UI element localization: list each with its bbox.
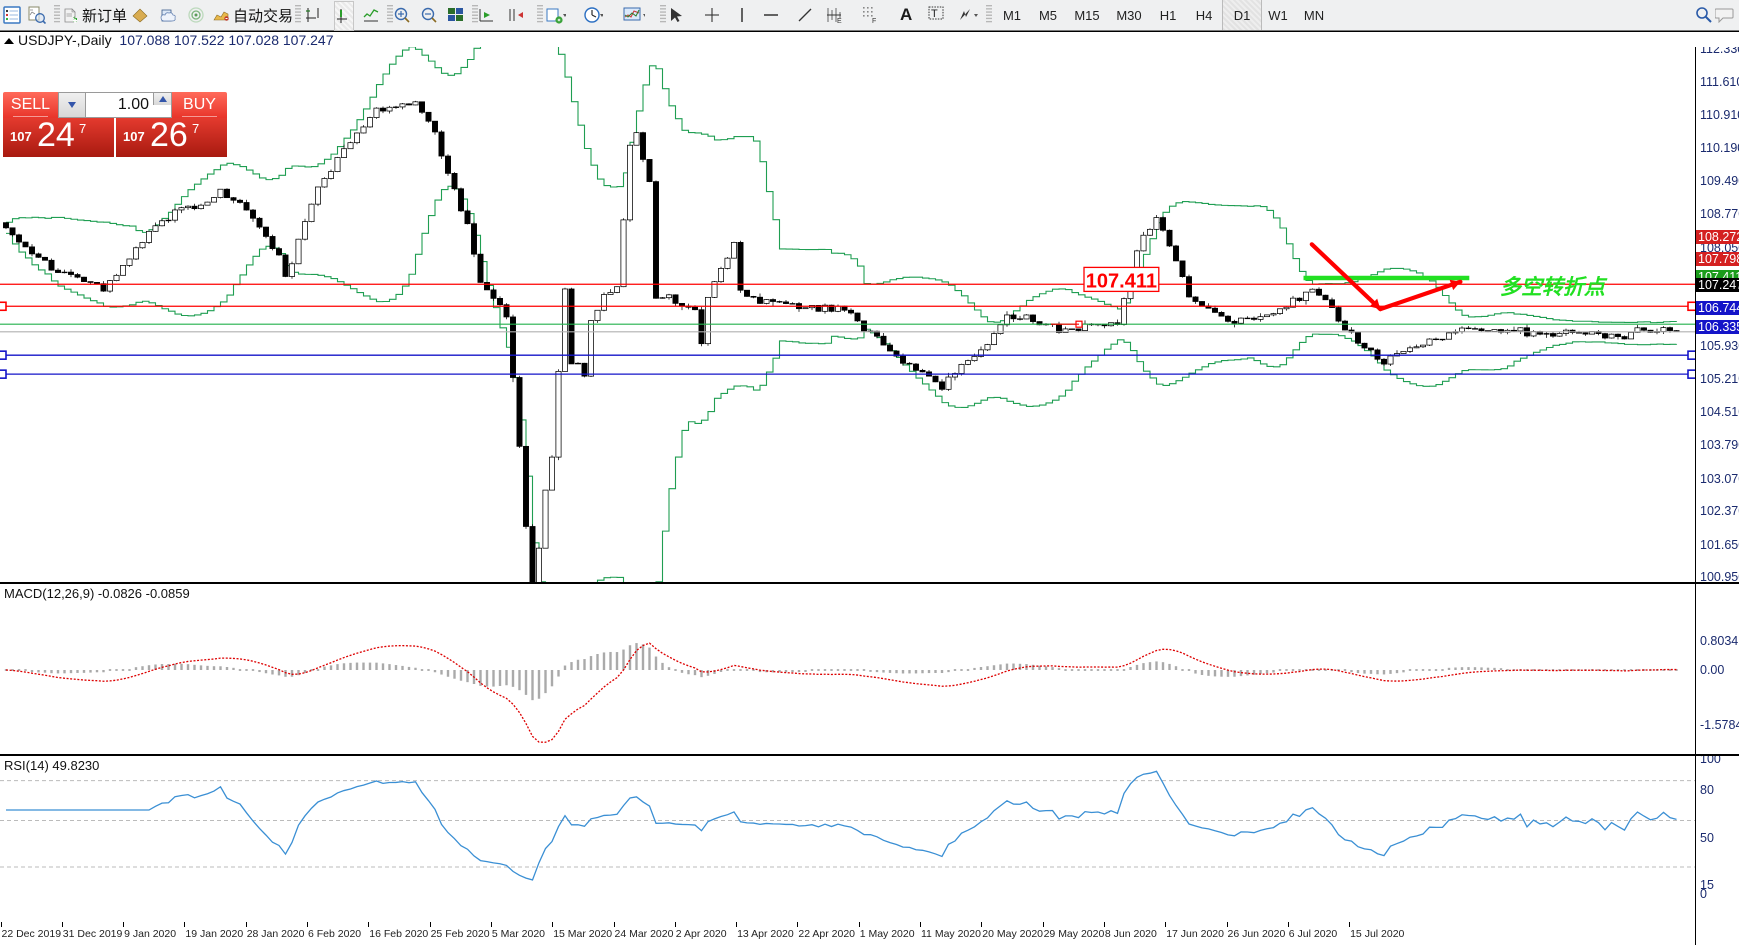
svg-text:E: E [837, 18, 842, 24]
svg-text:T: T [931, 8, 938, 20]
svg-text:107.411: 107.411 [1086, 270, 1157, 292]
svg-text:F: F [872, 18, 876, 24]
